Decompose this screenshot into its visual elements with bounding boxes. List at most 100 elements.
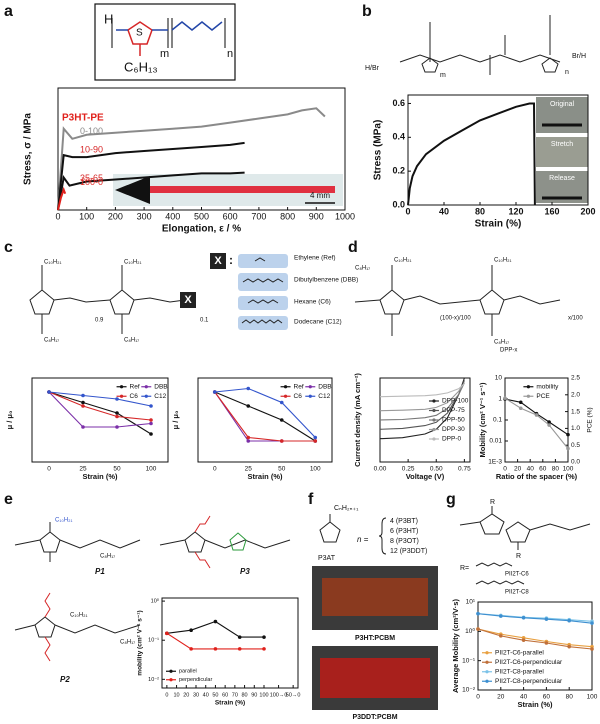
panel-label: d xyxy=(348,239,358,256)
y2-tick-label: 2.5 xyxy=(571,375,580,382)
y2-tick-label: 1.0 xyxy=(571,425,580,432)
x-tick-label: 700 xyxy=(251,211,266,221)
structure-e: C₁₀H₂₁ C₈H₁₇ P1 P3 C₁₀H₂₁ C₈H₁₇ P2 xyxy=(14,515,291,684)
x-tick-label: 10 xyxy=(174,692,180,698)
series-line xyxy=(166,620,264,638)
x-axis-label: Strain (%) xyxy=(247,472,283,481)
y2-tick-label: 2.0 xyxy=(571,392,580,399)
x-tick-label: 900 xyxy=(309,211,324,221)
plot-frame xyxy=(31,377,169,463)
y-tick-label: 0.0 xyxy=(392,199,405,209)
side-chain: C₁₀H₂₁ xyxy=(44,260,62,266)
y-axis-label: Mobility (cm² V⁻¹ s⁻¹) xyxy=(478,382,487,458)
y2-tick-label: 0.5 xyxy=(571,442,580,449)
legend-marker xyxy=(432,408,436,413)
legend-marker xyxy=(169,678,173,682)
x-tick-label: 100 xyxy=(563,466,574,473)
legend-marker xyxy=(485,670,489,674)
x-tick-label: 70 xyxy=(232,692,238,698)
index: x/100 xyxy=(568,316,583,322)
x-tick-label: 25 xyxy=(245,466,253,473)
x-tick-label: 400 xyxy=(165,211,180,221)
series-line xyxy=(214,391,316,442)
legend-label: PCE xyxy=(536,393,550,400)
series-label: 10-90 xyxy=(80,145,103,155)
series-label: 0-100 xyxy=(80,126,103,136)
spacer-box xyxy=(238,316,288,330)
atom: H xyxy=(104,11,113,26)
y-tick-label: 10⁰ xyxy=(465,627,475,635)
thiophene xyxy=(127,21,153,45)
x-tick-label: 0 xyxy=(47,466,51,473)
x-tick-label: 90 xyxy=(251,692,257,698)
legend-marker xyxy=(526,394,531,398)
series-line xyxy=(477,628,593,650)
legend-marker xyxy=(119,394,124,398)
x-tick-label: 20 xyxy=(183,692,189,698)
x-label: X xyxy=(184,294,192,306)
x-tick-label: 40 xyxy=(520,694,528,701)
legend-marker xyxy=(119,385,124,389)
dpp-core xyxy=(29,289,55,315)
side-chain: C₈H₁₇ xyxy=(120,640,135,646)
legend-label: perpendicular xyxy=(179,677,212,683)
x-tick-label: 100→0 xyxy=(270,692,288,698)
plot-frame xyxy=(407,94,589,206)
spacer-name: Ethylene (Ref) xyxy=(294,255,336,262)
x-tick-label: 0 xyxy=(476,694,480,701)
y-axis-label: mobility (cm² V⁻¹ s⁻¹) xyxy=(137,610,144,675)
dpp-core xyxy=(39,531,61,553)
inset-photo xyxy=(536,137,588,167)
legend-label: C6 xyxy=(130,393,139,400)
series-label: 35-65 xyxy=(80,173,103,183)
x-tick-label: 200 xyxy=(108,211,123,221)
x-tick-label: 40 xyxy=(439,206,449,216)
legend-marker xyxy=(432,399,436,403)
legend-marker xyxy=(283,394,288,398)
legend-label: PII2T-C6-parallel xyxy=(495,649,544,656)
legend-label: Ref xyxy=(294,383,304,390)
side-chain: C₈H₁₇ xyxy=(494,340,509,346)
series-line xyxy=(477,613,593,622)
y-axis-label: Stress (MPa) xyxy=(373,120,384,181)
x-box xyxy=(210,253,226,269)
marker xyxy=(212,390,217,394)
x-tick-label: 60 xyxy=(222,692,228,698)
thiophene xyxy=(421,57,439,73)
legend-marker xyxy=(144,385,148,389)
index: 0.1 xyxy=(200,318,209,324)
dpp-core xyxy=(479,289,505,315)
x-axis-label: Voltage (V) xyxy=(406,472,445,481)
x-tick-label: 100 xyxy=(146,466,157,473)
legend-marker xyxy=(169,669,173,673)
y-axis-label: Stress, σ / MPa xyxy=(23,113,34,185)
legend-marker xyxy=(308,385,312,389)
series-line xyxy=(48,391,152,421)
polymer-name: PII2T-C6 xyxy=(505,572,529,578)
backbone xyxy=(399,15,561,75)
x-axis-label: Strain (%) xyxy=(215,700,245,707)
legend-marker xyxy=(432,418,436,422)
legend-label: C6 xyxy=(294,393,303,400)
index: m xyxy=(160,48,169,60)
bracket xyxy=(111,18,226,48)
legend-marker xyxy=(308,394,312,398)
photo-sample xyxy=(150,186,335,193)
x-tick-label: 0 xyxy=(503,466,507,473)
annotation: Release xyxy=(549,175,575,182)
structure-a: H S m n C₆H₁₃ xyxy=(94,3,236,81)
member: 4 (P3BT) xyxy=(390,518,418,525)
chain xyxy=(116,21,223,31)
structure-d: C₁₀H₂₁ C₈H₁₇ C₁₀H₂₁ C₈H₁₇ (100-x)/100 x/… xyxy=(354,258,583,354)
legend-label: PII2T-C8-perpendicular xyxy=(495,678,563,685)
y-tick-label: 10 xyxy=(495,375,503,382)
side-chain: C₆H₁₃ xyxy=(124,59,158,74)
photo-film xyxy=(322,578,428,616)
structure-c: X C₁₀H₂₁ C₈H₁₇ C₁₀H₂₁ C₈H₁₇ 0.9 0.1 X : … xyxy=(29,253,358,344)
member: 8 (P3OT) xyxy=(390,538,419,545)
y-tick-label: 1 xyxy=(498,396,502,403)
y2-tick-label: 0.0 xyxy=(571,459,580,466)
x-tick-label: 20 xyxy=(497,694,505,701)
series-line xyxy=(477,613,593,624)
